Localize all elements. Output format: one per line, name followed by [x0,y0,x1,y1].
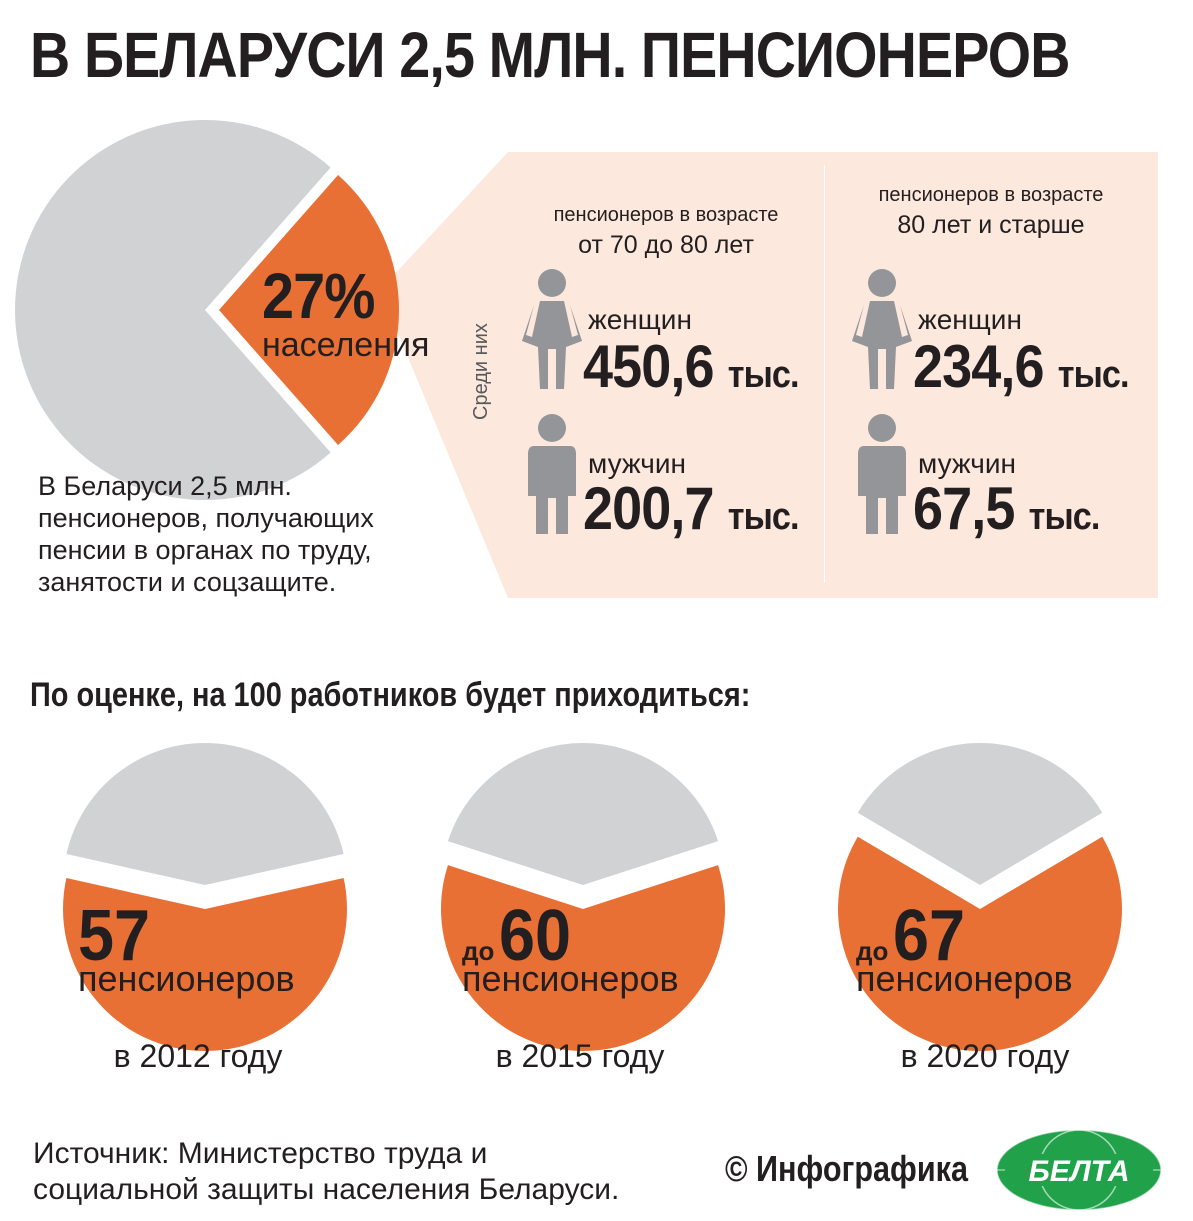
man-icon [528,414,576,534]
page-title: В БЕЛАРУСИ 2,5 МЛН. ПЕНСИОНЕРОВ [30,19,1070,91]
pie3-label: до 67 [856,900,973,972]
man-icon [858,414,906,534]
source-note: Источник: Министерство труда и социально… [33,1136,619,1208]
description-line: занятости и соцзащите. [38,567,337,597]
group2-men-label: мужчин [918,448,1016,479]
pie2-prefix: до [462,936,495,966]
pie-slice-gray [66,743,344,885]
source-line: социальной защиты населения Беларуси. [33,1173,620,1206]
pie-slice-pensioners [441,865,726,1051]
main-pie-percent: 27% [262,260,375,332]
description-line: пенсии в органах по труду, [38,535,372,565]
group2-heading: пенсионеров в возрасте 80 лет и старше [826,180,1156,240]
pie1-label: 57 [78,900,158,972]
woman-icon [522,269,582,389]
pie2-label: до 60 [462,900,579,972]
main-pie-label: 27% населения [262,264,429,362]
pie2-unit: пенсионеров [462,958,679,999]
belta-logo[interactable]: БЕЛТА [995,1128,1163,1212]
pie-slice-gray [857,743,1103,885]
pie2-year: в 2015 году [495,1038,665,1074]
breakdown-panel [508,152,1158,598]
panel-divider [824,165,825,583]
value-unit: тыс. [1057,354,1130,396]
pie-slice-pensioners [838,836,1122,1051]
value-number: 450,6 [583,333,715,400]
pie3-unit: пенсионеров [856,958,1073,999]
logo-text: БЕЛТА [1028,1155,1129,1188]
group2-men-value: 67,5 тыс. [913,474,1101,543]
pie3-year: в 2020 году [900,1038,1070,1074]
value-unit: тыс. [727,354,800,396]
pie1-value: 57 [78,896,151,976]
group1-men-value: 200,7 тыс. [583,474,800,543]
group1-men-label: мужчин [588,448,686,479]
pie-slice-pensioners [62,878,347,1052]
value-number: 234,6 [913,333,1045,400]
pie-slice-27 [219,174,399,446]
value-number: 200,7 [583,475,715,542]
value-number: 67,5 [913,475,1015,542]
pie-slice-rest [15,120,331,500]
description: В Беларуси 2,5 млн. пенсионеров, получаю… [38,470,478,598]
pie2-value: 60 [498,896,571,976]
group2-heading-line1: пенсионеров в возрасте [878,184,1104,206]
pie-slice-gray [447,743,719,885]
value-unit: тыс. [727,496,800,538]
estimate-heading: По оценке, на 100 работников будет прихо… [30,676,751,714]
panel-connector [380,152,508,598]
group2-heading-line2: 80 лет и старше [897,211,1085,239]
pie3-prefix: до [856,936,889,966]
group1-women-label: женщин [588,304,692,335]
description-line: пенсионеров, получающих [38,503,374,533]
value-unit: тыс. [1028,496,1101,538]
credit-label: © Инфографика [725,1148,968,1189]
description-line: В Беларуси 2,5 млн. [38,471,292,501]
group1-heading: пенсионеров в возрасте от 70 до 80 лет [508,200,824,260]
pie1-year: в 2012 году [113,1038,283,1074]
main-pie-caption: населения [262,326,430,364]
group2-women-value: 234,6 тыс. [913,332,1130,401]
pie3-value: 67 [892,896,965,976]
pie1-unit: пенсионеров [78,958,295,999]
source-line: Источник: Министерство труда и [33,1137,488,1170]
group1-women-value: 450,6 тыс. [583,332,800,401]
group1-heading-line2: от 70 до 80 лет [578,231,754,259]
woman-icon [852,269,912,389]
group1-heading-line1: пенсионеров в возрасте [553,204,779,226]
group2-women-label: женщин [918,304,1022,335]
